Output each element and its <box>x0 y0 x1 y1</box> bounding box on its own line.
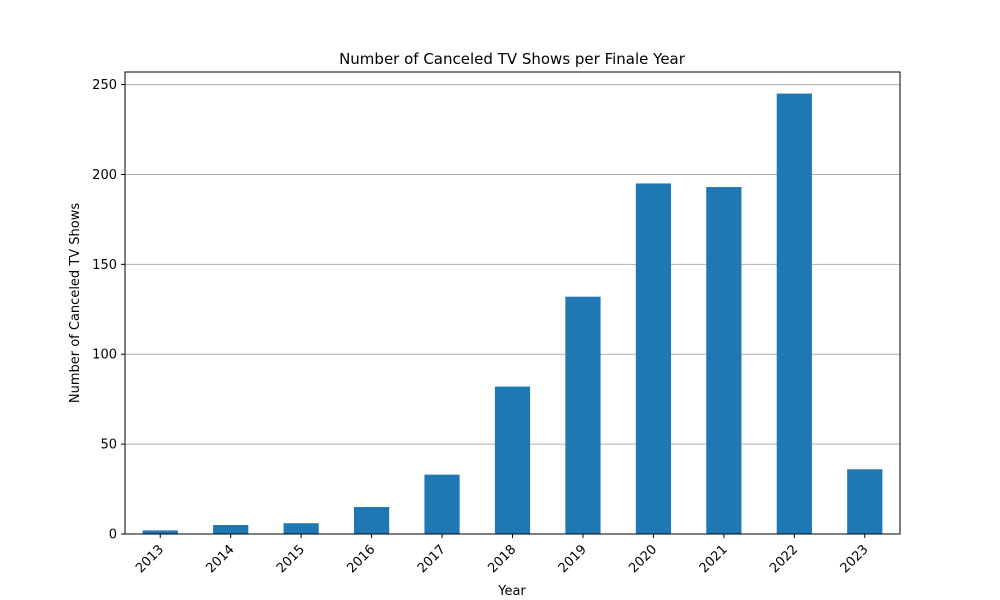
y-axis-label: Number of Canceled TV Shows <box>68 203 83 403</box>
bar-2018 <box>494 386 531 534</box>
bar-2016 <box>353 507 390 534</box>
bar-2017 <box>424 474 460 534</box>
y-tick-label: 50 <box>100 438 117 453</box>
bar-2019 <box>565 296 601 534</box>
bar-2015 <box>283 523 319 534</box>
x-axis-label: Year <box>497 584 526 599</box>
y-axis-ticks: 0 50 100 150 200 250 <box>92 78 125 543</box>
bar-2023 <box>847 469 883 534</box>
bar-2020 <box>635 183 672 534</box>
x-tick-label: 2021 <box>697 542 731 576</box>
x-tick-label: 2013 <box>133 542 167 576</box>
x-tick-label: 2015 <box>274 542 308 576</box>
y-tick-label: 100 <box>92 348 117 363</box>
x-tick-label: 2023 <box>838 542 872 576</box>
bars <box>142 93 883 534</box>
bar-2014 <box>213 525 249 534</box>
bar-2022 <box>776 93 812 534</box>
x-tick-label: 2017 <box>415 542 449 576</box>
x-tick-label: 2018 <box>485 542 519 576</box>
chart-title: Number of Canceled TV Shows per Finale Y… <box>339 50 686 68</box>
x-tick-label: 2016 <box>344 542 378 576</box>
y-tick-label: 200 <box>92 168 117 183</box>
bar-2013 <box>142 530 178 534</box>
x-tick-label: 2020 <box>626 542 660 576</box>
bar-2021 <box>706 187 742 534</box>
gridlines <box>125 84 900 445</box>
x-axis-ticks: 2013 2014 2015 2016 2017 2018 2019 2020 2021 2022… <box>133 534 872 576</box>
y-tick-label: 150 <box>92 258 117 273</box>
y-tick-label: 250 <box>92 78 117 93</box>
x-tick-label: 2014 <box>204 542 238 576</box>
x-tick-label: 2019 <box>556 542 590 576</box>
y-tick-label: 0 <box>109 528 117 543</box>
x-tick-label: 2022 <box>767 542 801 576</box>
